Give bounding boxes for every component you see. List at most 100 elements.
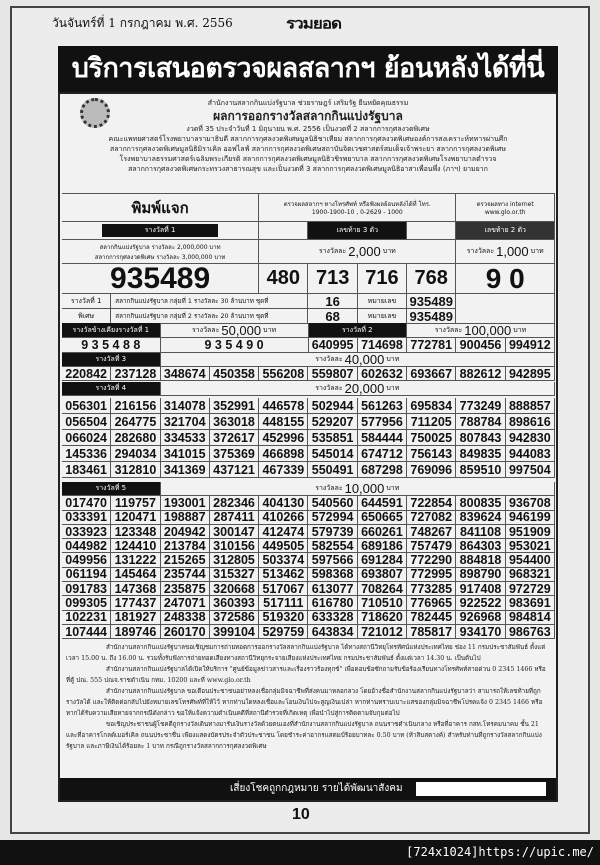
fifth-prize-number: 404130: [259, 496, 309, 511]
fifth-prize-number: 782445: [407, 610, 457, 625]
near-first-number: 9 3 5 4 9 0: [160, 338, 309, 353]
second-prize-number: 640995: [308, 338, 358, 353]
fifth-prize-number: 693807: [357, 567, 408, 583]
fourth-prize-number: 859510: [456, 462, 506, 478]
fifth-prize-number: 519320: [259, 610, 309, 625]
second-prize-number: 714698: [357, 338, 408, 353]
amount-value: 20,000: [344, 382, 385, 396]
amount-value: 100,000: [464, 323, 512, 338]
blank-box: [416, 782, 546, 796]
fifth-prize-number: 033391: [62, 510, 112, 525]
fourth-prize-number: 312810: [111, 462, 161, 478]
amount-unit: บาท: [513, 325, 527, 334]
fifth-prize-number: 517111: [259, 596, 309, 611]
notice-paragraph: ขอเชิญประชาชนผู้โชคดีถูกรางวัลเดินทางมาร…: [66, 721, 542, 750]
fifth-prize-label: รางวัลที่ 5: [62, 482, 161, 496]
fifth-prize-number: 936708: [505, 496, 555, 511]
fifth-prize-number: 360393: [209, 596, 260, 611]
fifth-prize-number: 372586: [209, 610, 260, 625]
amount-unit: บาท: [386, 484, 400, 492]
fifth-prize-number: 934170: [456, 624, 506, 640]
issue-date: วันจันทร์ที่ 1 กรกฎาคม พ.ศ. 2556: [52, 16, 233, 30]
fifth-prize-number: 235875: [160, 582, 210, 597]
fifth-prize-number: 839624: [456, 510, 506, 525]
last3-number: 713: [308, 264, 358, 294]
fourth-prize-number: 282680: [111, 430, 161, 446]
fifth-prize-number: 644591: [357, 496, 408, 511]
fifth-prize-number: 215265: [160, 553, 210, 568]
fourth-prize-number: 448155: [259, 414, 309, 430]
fifth-prize-number: 044982: [62, 539, 112, 554]
lottery-results-box: สำนักงานสลากกินแบ่งรัฐบาล ช่วยราษฎร์ เสร…: [58, 92, 558, 802]
fourth-prize-number: 695834: [407, 398, 457, 414]
fourth-prize-number: 849835: [456, 446, 506, 462]
fifth-prize-number: 235744: [160, 567, 210, 583]
charity-line: โรงพยาบาลธรรมศาสตร์เฉลิมพระเกียรติ สลากก…: [119, 155, 497, 163]
banner-title: บริการเสนอตรวจผลสลากฯ ย้อนหลังได้ที่นี่: [58, 46, 558, 92]
fifth-prize-number: 145464: [111, 567, 161, 583]
second-prize-label: รางวัลที่ 2: [308, 323, 408, 338]
fourth-prize-amount: รางวัลละ 20,000 บาท: [160, 382, 555, 396]
fourth-prize-number: 341369: [160, 462, 210, 478]
fifth-prize-number: 091783: [62, 582, 112, 597]
notice-paragraph: สำนักงานสลากกินแบ่งรัฐบาลขอเชิญชมการถ่าย…: [66, 644, 546, 662]
fifth-prize-number: 718620: [357, 610, 408, 625]
fifth-prize-number: 287411: [209, 510, 260, 525]
first-prize-label: รางวัลที่ 1: [102, 224, 219, 237]
fifth-prize-number: 650665: [357, 510, 408, 525]
fifth-prize-number: 772290: [407, 553, 457, 568]
glo-seal-icon: [80, 98, 110, 128]
image-host-watermark: [724x1024]https://upic.me/: [0, 840, 600, 865]
blank-cell: [259, 222, 309, 240]
fifth-prize-number: 946199: [505, 510, 555, 525]
second-prize-number: 994912: [505, 338, 555, 353]
second-prize-number: 772781: [407, 338, 457, 353]
fourth-prize-number: 294034: [111, 446, 161, 462]
last3-number: 716: [357, 264, 408, 294]
fifth-prize-number: 412474: [259, 524, 309, 540]
third-prize-number: 237128: [111, 367, 161, 381]
third-prize-number: 882612: [456, 367, 506, 381]
first-prize-desc: สลากกินแบ่งรัฐบาล รางวัลละ 2,000,000 บาท…: [62, 240, 260, 264]
charity-line: สลากการกุศลงวดพิเศษกระทรวงสาธารณสุข และเ…: [128, 165, 488, 173]
near-first-number: 9 3 5 4 8 8: [62, 338, 161, 353]
fifth-prize-number: 748267: [407, 524, 457, 540]
fourth-prize-number: 056301: [62, 398, 112, 414]
fifth-prize-number: 953021: [505, 539, 555, 554]
last3-number: 768: [407, 264, 457, 294]
fourth-prize-number: 446578: [259, 398, 309, 414]
fifth-prize-number: 721012: [357, 624, 408, 640]
office-motto: สำนักงานสลากกินแบ่งรัฐบาล ช่วยราษฎร์ เสร…: [207, 99, 409, 107]
fourth-prize-number: 545014: [308, 446, 358, 462]
last3-amount: รางวัลละ 2,000 บาท: [259, 240, 457, 264]
newspaper-logo: รวมยอด: [286, 14, 342, 33]
fifth-prize-number: 513462: [259, 567, 309, 583]
fifth-prize-number: 785817: [407, 624, 457, 640]
fourth-prize-number: 788784: [456, 414, 506, 430]
fifth-prize-number: 710510: [357, 596, 408, 611]
fifth-prize-number: 248338: [160, 610, 210, 625]
fourth-prize-number: 769096: [407, 462, 457, 478]
third-prize-amount: รางวัลละ 40,000 บาท: [160, 353, 555, 367]
fifth-prize-number: 123348: [111, 524, 161, 540]
fifth-prize-number: 204942: [160, 524, 210, 540]
fifth-prize-number: 572994: [308, 510, 358, 525]
fifth-prize-number: 399104: [209, 624, 260, 640]
fifth-prize-number: 282346: [209, 496, 260, 511]
special-num-label: หมายเลข: [357, 294, 408, 309]
special-set: 68: [308, 309, 358, 324]
fifth-prize-number: 198887: [160, 510, 210, 525]
fifth-prize-number: 708264: [357, 582, 408, 597]
amount-prefix: รางวัลละ: [466, 247, 495, 255]
amount-value: 10,000: [344, 482, 385, 496]
fifth-prize-number: 727082: [407, 510, 457, 525]
near-and-second-prizes: รางวัลข้างเคียงรางวัลที่ 1 รางวัลละ 50,00…: [62, 323, 555, 353]
fifth-prize-number: 691284: [357, 553, 408, 568]
fourth-prize-number: 687298: [357, 462, 408, 478]
charity-line: คณะแพทยศาสตร์โรงพยาบาลรามาธิบดี สลากการก…: [108, 135, 508, 143]
fourth-prize-number: 773249: [456, 398, 506, 414]
fifth-prize-number: 776965: [407, 596, 457, 611]
fifth-prize-number: 310156: [209, 539, 260, 554]
fourth-prize-number: 577956: [357, 414, 408, 430]
fifth-prize-number: 841108: [456, 524, 506, 540]
